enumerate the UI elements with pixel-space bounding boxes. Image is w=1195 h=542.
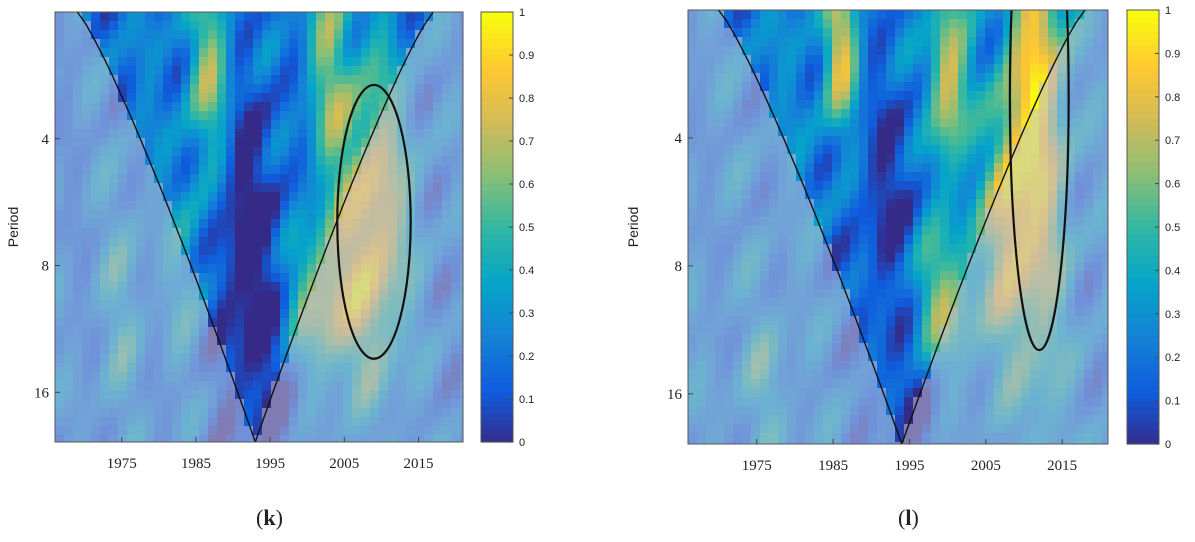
- colorbar-tick-label: 0.9: [1165, 48, 1180, 60]
- cone-of-influence: [76, 12, 434, 442]
- y-axis-label: Period: [5, 207, 21, 247]
- colorbar-tick-label: 0.1: [1165, 396, 1180, 408]
- colorbar-tick-label: 0.2: [1165, 352, 1180, 364]
- cone-of-influence: [717, 10, 1086, 444]
- x-tick-label: 2015: [1047, 458, 1077, 474]
- panel-k: 1975 1985 1995 2005 2015 4 8 16 Period 0 0.1 0.2 0.3…: [0, 0, 560, 542]
- x-tick-label: 1995: [894, 458, 924, 474]
- colorbar-tick-label: 0.7: [519, 136, 534, 148]
- y-axis-label: Period: [625, 207, 641, 247]
- y-tick-label: 16: [34, 385, 50, 401]
- y-tick-label: 4: [675, 131, 683, 147]
- significance-contour: [336, 83, 412, 360]
- y-tick-label: 4: [42, 132, 50, 148]
- x-tick-label: 2005: [329, 456, 359, 472]
- x-tick-label: 1985: [181, 456, 211, 472]
- colorbar-tick-label: 0.1: [519, 394, 534, 406]
- colorbar-tick-label: 0.4: [519, 265, 534, 277]
- colorbar: [480, 11, 514, 443]
- heatmap-cells: [55, 12, 463, 442]
- colorbar-tick-label: 1: [519, 7, 525, 19]
- x-tick-label: 1995: [255, 456, 285, 472]
- colorbar-tick-label: 0.8: [1165, 92, 1180, 104]
- panel-caption-l: (l): [898, 505, 919, 530]
- panel-caption-k: (k): [256, 505, 283, 530]
- colorbar-tick-label: 0.4: [1165, 265, 1180, 277]
- x-tick-label: 2005: [971, 458, 1001, 474]
- colorbar-tick-label: 0.8: [519, 93, 534, 105]
- colorbar-tick-label: 1: [1165, 5, 1171, 17]
- colorbar-tick-label: 0.3: [519, 308, 534, 320]
- colorbar-tick-label: 0: [1165, 439, 1171, 451]
- colorbar-tick-label: 0.6: [519, 179, 534, 191]
- colorbar: [1126, 9, 1160, 445]
- x-tick-label: 1985: [818, 458, 848, 474]
- x-tick-label: 1975: [742, 458, 772, 474]
- colorbar-tick-label: 0: [519, 437, 525, 449]
- y-tick-label: 8: [675, 259, 683, 275]
- colorbar-tick-label: 0.9: [519, 50, 534, 62]
- colorbar-tick-label: 0.2: [519, 351, 534, 363]
- colorbar-tick-label: 0.5: [519, 222, 534, 234]
- plot-frame: [54, 11, 464, 443]
- heatmap-cells: [688, 10, 1108, 444]
- y-tick-label: 16: [667, 387, 683, 403]
- plot-frame: [687, 9, 1109, 445]
- colorbar-tick-label: 0.3: [1165, 309, 1180, 321]
- panel-l: 1975 1985 1995 2005 2015 4 8 16 Period 0 0.1 0.2 0.3…: [620, 0, 1180, 542]
- significance-contour: [1008, 10, 1070, 352]
- colorbar-tick-label: 0.7: [1165, 135, 1180, 147]
- wavelet-chart-k: 1975 1985 1995 2005 2015 4 8 16 Period 0 0.1 0.2 0.3…: [5, 7, 534, 472]
- x-tick-label: 2015: [403, 456, 433, 472]
- x-tick-label: 1975: [107, 456, 137, 472]
- y-tick-label: 8: [42, 259, 50, 275]
- colorbar-tick-label: 0.5: [1165, 222, 1180, 234]
- wavelet-chart-l: 1975 1985 1995 2005 2015 4 8 16 Period 0 0.1 0.2 0.3…: [625, 5, 1180, 474]
- colorbar-tick-label: 0.6: [1165, 179, 1180, 191]
